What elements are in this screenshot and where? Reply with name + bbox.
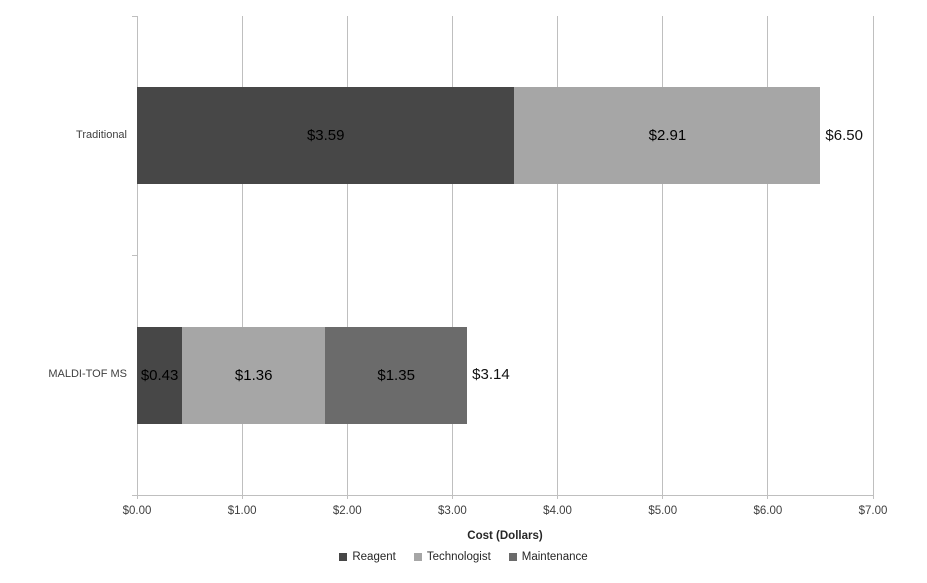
y-axis-tick (132, 255, 137, 256)
x-axis-tick (346, 495, 348, 499)
segment-value-label: $0.43 (140, 366, 179, 384)
y-axis-line (136, 16, 138, 495)
legend-label: Reagent (352, 551, 396, 563)
bar-segment-technologist: $1.36 (182, 326, 326, 424)
total-value-label: $3.14 (472, 366, 510, 384)
x-tick-label: $4.00 (543, 505, 572, 517)
legend: Reagent Technologist Maintenance (0, 551, 927, 563)
x-tick-label: $0.00 (122, 505, 152, 517)
segment-value-label: $1.36 (234, 366, 273, 384)
x-axis-tick (662, 495, 664, 499)
x-axis-tick (872, 495, 874, 499)
x-axis-tick (451, 495, 453, 499)
y-axis-tick (132, 15, 137, 17)
legend-item-reagent: Reagent (339, 551, 396, 563)
gridline (451, 16, 453, 495)
legend-item-maintenance: Maintenance (508, 551, 588, 563)
x-axis-tick (241, 495, 243, 499)
segment-value-label: $2.91 (648, 127, 687, 145)
legend-swatch-icon (339, 553, 348, 561)
legend-swatch-icon (413, 553, 422, 561)
x-tick-label: $1.00 (227, 505, 257, 517)
category-label: Traditional (76, 128, 127, 141)
bar-segment-maintenance: $1.35 (325, 326, 468, 424)
legend-label: Maintenance (521, 551, 588, 563)
axis-title: Cost (Dollars) (467, 530, 543, 542)
gridline (557, 16, 559, 495)
bar-segment-reagent: $0.43 (137, 326, 183, 424)
legend-swatch-icon (508, 553, 517, 561)
legend-item-technologist: Technologist (413, 551, 491, 563)
x-tick-label: $5.00 (648, 505, 678, 517)
category-label: MALDI-TOF MS (48, 368, 127, 381)
x-tick-label: $2.00 (332, 505, 362, 517)
segment-value-label: $1.35 (377, 366, 415, 384)
x-tick-label: $3.00 (438, 505, 467, 517)
bar-row: $0.43 $1.36 $1.35 (137, 326, 468, 424)
bar-segment-technologist: $2.91 (514, 87, 821, 185)
bar-segment-reagent: $3.59 (137, 87, 515, 185)
gridline (872, 16, 874, 495)
x-axis-tick (136, 495, 138, 499)
x-axis-line (132, 494, 873, 496)
gridline (241, 16, 243, 495)
gridline (346, 16, 348, 495)
x-tick-label: $7.00 (858, 505, 888, 517)
x-axis-tick (767, 495, 769, 499)
bar-row: $3.59 $2.91 (137, 87, 821, 185)
gridline (662, 16, 664, 495)
segment-value-label: $3.59 (306, 127, 345, 145)
x-tick-label: $6.00 (753, 505, 783, 517)
legend-label: Technologist (426, 551, 491, 563)
total-value-label: $6.50 (825, 126, 863, 144)
x-axis-tick (557, 495, 559, 499)
gridline (767, 16, 769, 495)
